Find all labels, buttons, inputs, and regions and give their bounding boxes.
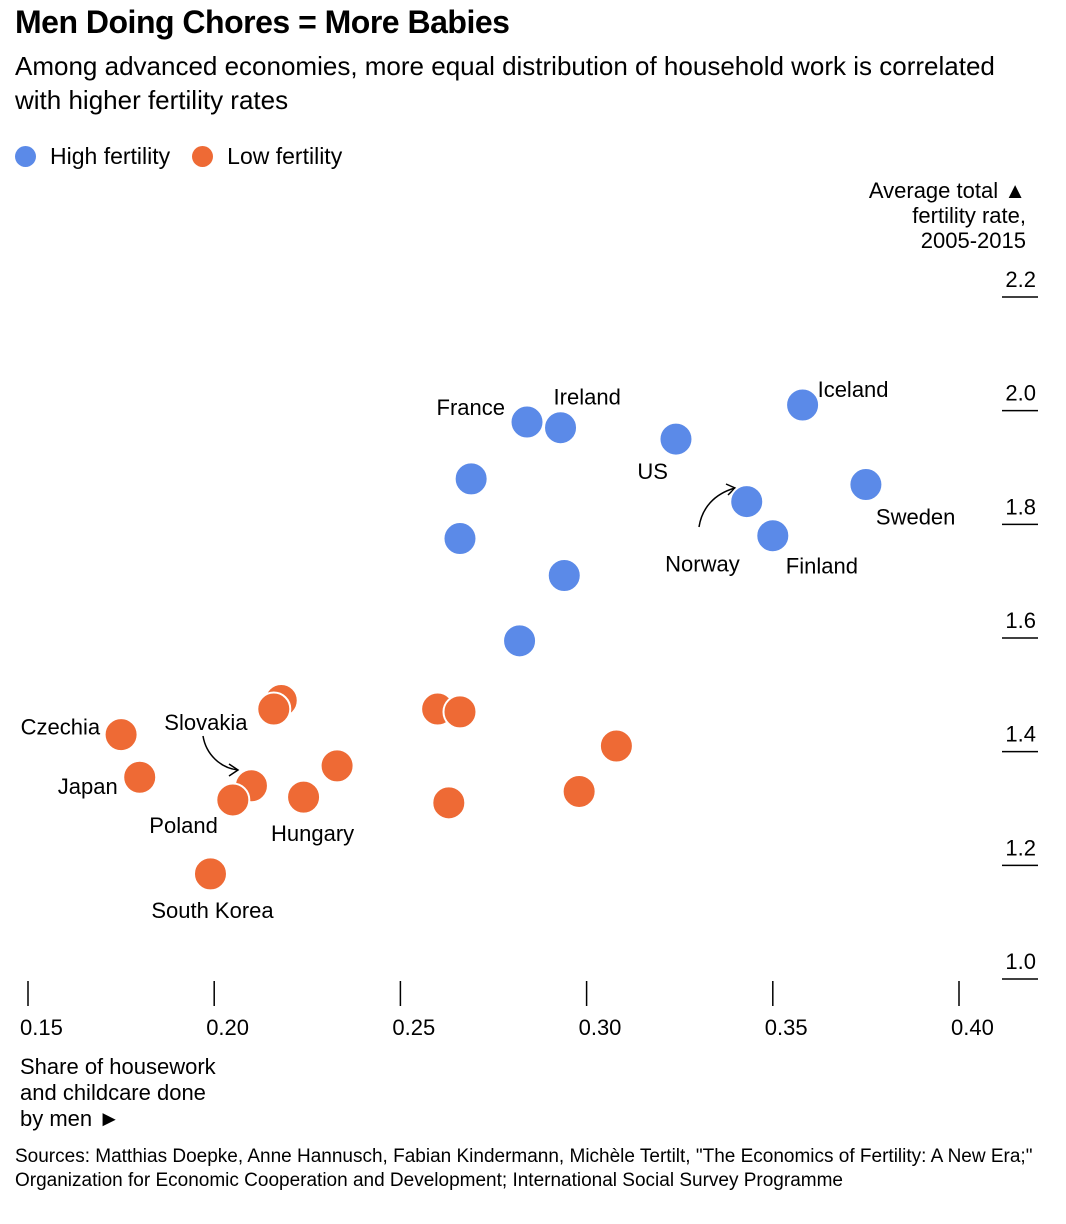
point-high-fertility-norway <box>729 484 765 520</box>
point-high-fertility-us <box>658 421 694 457</box>
legend-item-high-fertility: High fertility <box>15 143 170 170</box>
x-tick-label-0-40: 0.40 <box>951 1015 994 1040</box>
norway-arrow <box>698 487 736 528</box>
slovakia-arrowhead <box>228 763 240 777</box>
point-label-us: US <box>637 459 668 484</box>
y-axis-label: Average total ▲ fertility rate, 2005-201… <box>868 178 1026 253</box>
point-low-fertility-8 <box>319 748 355 784</box>
x-tick-label-0-25: 0.25 <box>392 1015 435 1040</box>
point-high-fertility-iceland <box>785 387 821 423</box>
point-high-fertility-ireland <box>543 410 579 446</box>
point-low-fertility-12 <box>561 773 597 809</box>
point-label-hungary: Hungary <box>271 821 354 846</box>
y-axis: 1.0 1.2 1.4 1.6 1.8 2.0 2.2 <box>1002 267 1038 980</box>
y-tick-label-1-2: 1.2 <box>1005 835 1036 860</box>
y-tick-label-2-2: 2.2 <box>1005 267 1036 292</box>
point-low-fertility-japan <box>122 759 158 795</box>
sources-note: Sources: Matthias Doepke, Anne Hannusch,… <box>15 1146 1033 1191</box>
y-tick-label-1-8: 1.8 <box>1005 494 1036 519</box>
legend-swatch-low-fertility <box>192 146 214 167</box>
point-high-fertility-sweden <box>848 467 884 503</box>
x-tick-label-0-30: 0.30 <box>579 1015 622 1040</box>
point-low-fertility-czechia <box>103 717 139 753</box>
point-low-fertility-7 <box>256 691 292 727</box>
point-low-fertility-south-korea <box>192 856 228 892</box>
point-low-fertility-hungary <box>286 779 322 815</box>
x-tick-label-0-20: 0.20 <box>206 1015 249 1040</box>
point-high-fertility-8 <box>442 521 478 557</box>
point-labels: France Ireland US Iceland Sweden Norway Finlan… <box>21 377 956 923</box>
y-tick-label-1-6: 1.6 <box>1005 608 1036 633</box>
point-label-south-korea: South Korea <box>151 898 274 923</box>
point-high-fertility-finland <box>755 518 791 554</box>
point-label-ireland: Ireland <box>554 385 621 410</box>
legend-label-high-fertility: High fertility <box>50 143 171 169</box>
norway-arrowhead <box>725 483 737 496</box>
point-low-fertility-10 <box>442 694 478 730</box>
point-label-norway: Norway <box>665 552 740 577</box>
point-label-finland: Finland <box>786 554 858 579</box>
point-high-fertility-9 <box>546 557 582 593</box>
x-axis: 0.15 0.20 0.25 0.30 0.35 0.40 <box>20 981 994 1040</box>
legend: High fertility Low fertility <box>15 143 364 170</box>
chart-subtitle: Among advanced economies, more equal dis… <box>15 51 995 115</box>
x-tick-label-0-35: 0.35 <box>765 1015 808 1040</box>
legend-label-low-fertility: Low fertility <box>227 143 343 169</box>
point-label-slovakia: Slovakia <box>164 710 248 735</box>
point-low-fertility-13 <box>598 728 634 764</box>
legend-swatch-high-fertility <box>15 146 36 167</box>
y-tick-label-1-0: 1.0 <box>1005 949 1036 974</box>
point-label-sweden: Sweden <box>876 505 956 530</box>
point-high-fertility-10 <box>502 623 538 659</box>
chart-title: Men Doing Chores = More Babies <box>15 4 510 40</box>
point-high-fertility-7 <box>453 461 489 497</box>
point-label-poland: Poland <box>149 813 218 838</box>
x-axis-label: Share of housework and childcare done by… <box>20 1054 216 1131</box>
data-points <box>103 387 884 892</box>
point-label-japan: Japan <box>58 774 118 799</box>
point-low-fertility-poland <box>215 782 251 818</box>
point-label-france: France <box>437 395 505 420</box>
point-low-fertility-11 <box>431 785 467 821</box>
y-tick-label-1-4: 1.4 <box>1005 722 1036 747</box>
point-label-iceland: Iceland <box>818 377 889 402</box>
slovakia-arrow <box>202 735 239 771</box>
x-tick-label-0-15: 0.15 <box>20 1015 63 1040</box>
y-tick-label-2-0: 2.0 <box>1005 381 1036 406</box>
point-label-czechia: Czechia <box>21 715 101 740</box>
annotation-arrows <box>202 483 737 777</box>
legend-item-low-fertility: Low fertility <box>192 143 342 170</box>
point-high-fertility-france <box>509 404 545 440</box>
